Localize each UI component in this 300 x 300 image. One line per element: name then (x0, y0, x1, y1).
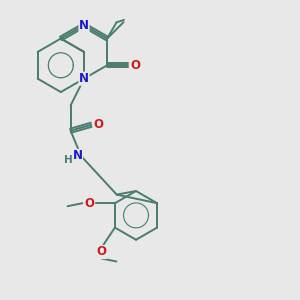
Text: N: N (73, 149, 82, 162)
Text: O: O (93, 118, 103, 131)
Text: O: O (130, 59, 140, 72)
Text: H: H (64, 155, 73, 165)
Text: O: O (97, 245, 106, 258)
Text: N: N (79, 19, 89, 32)
Text: O: O (84, 197, 94, 210)
Text: N: N (79, 72, 89, 85)
